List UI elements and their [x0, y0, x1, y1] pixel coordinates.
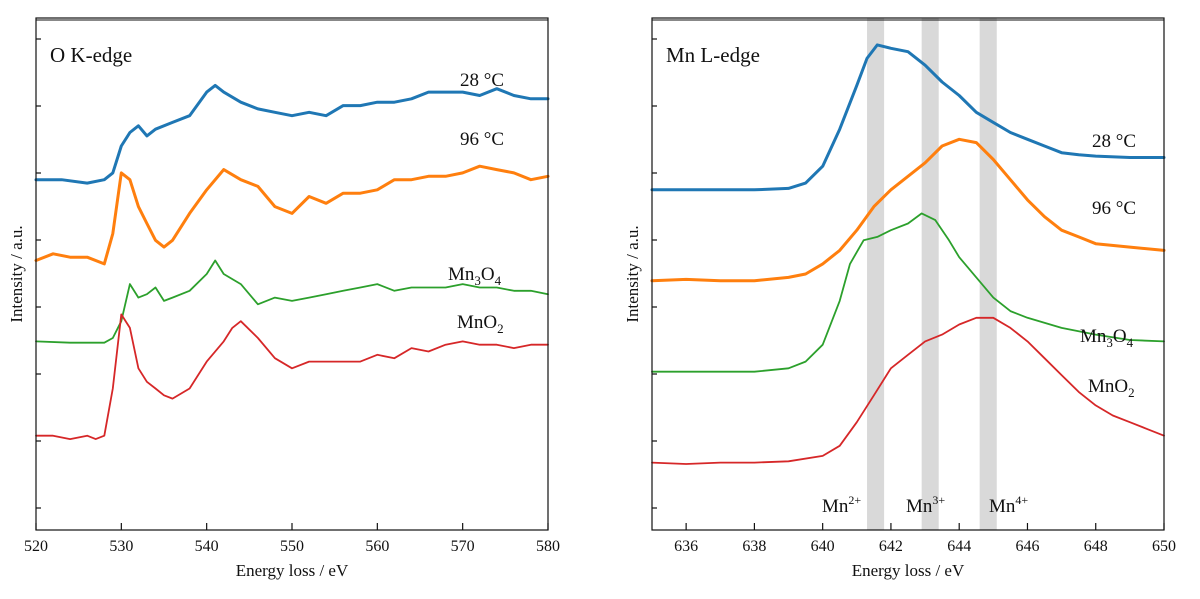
o-k-edge-series-96-c: [34, 164, 550, 266]
mn-l-edge-panel: 636 638 640 642 644 646 648 650 Mn L-edge Energ…: [623, 17, 1176, 580]
o-k-edge-lines: [34, 83, 550, 440]
mn-l-edge-x-tick-label: 648: [1084, 538, 1108, 555]
o-k-edge-x-tick-label: 580: [536, 538, 560, 555]
mn-l-edge-bands: [867, 18, 997, 530]
o-k-edge-x-tick-label: 550: [280, 538, 304, 555]
label-main: 96 °C: [1092, 198, 1136, 219]
o-k-edge-y-axis-title: Intensity / a.u.: [7, 225, 26, 322]
label-main: Mn: [1080, 326, 1107, 347]
o-k-edge-x-tick-label: 540: [195, 538, 219, 555]
o-k-edge-label-28c: 28 °C: [460, 70, 504, 91]
mn-l-edge-x-tick-label: 644: [947, 538, 971, 555]
mn-l-edge-label-96c: 96 °C: [1092, 198, 1136, 219]
o-k-edge-panel: 520 530 540 550 560 570 580 O K-edge Energy lo…: [7, 17, 560, 580]
mn-l-edge-x-tick-label: 636: [674, 538, 698, 555]
mn-l-edge-plot-frame: [651, 17, 1165, 531]
o-k-edge-x-tick-label: 570: [451, 538, 475, 555]
mn-l-edge-lines: [650, 43, 1166, 465]
mn-l-edge-x-tick-label: 650: [1152, 538, 1176, 555]
mn-l-edge-x-tick-label: 640: [811, 538, 835, 555]
band-label-main: Mn: [822, 496, 849, 517]
mn-l-edge-band-mn4: [979, 18, 997, 530]
band-label-mn3: Mn3+: [906, 493, 945, 517]
band-label-sup: 4+: [1015, 493, 1028, 507]
band-label-mn4: Mn4+: [989, 493, 1028, 517]
o-k-edge-y-ticks: [36, 38, 41, 509]
o-k-edge-x-ticks: 520 530 540 550 560 570 580: [24, 523, 560, 555]
o-k-edge-x-tick-label: 520: [24, 538, 48, 555]
mn-l-edge-x-axis-title: Energy loss / eV: [852, 561, 965, 580]
o-k-edge-x-tick-label: 560: [365, 538, 389, 555]
label-main: MnO: [457, 312, 497, 333]
mn-l-edge-series-28-c: [650, 43, 1166, 192]
mn-l-edge-series-mn3o4: [651, 212, 1165, 373]
band-label-sup: 3+: [932, 493, 945, 507]
label-tail-main: O: [1113, 326, 1127, 347]
mn-l-edge-band-mn2: [867, 18, 885, 530]
label-main: Mn: [448, 264, 475, 285]
label-tail-sub: 4: [495, 273, 502, 288]
label-tail-main: O: [481, 264, 495, 285]
mn-l-edge-label-mn3o4: Mn3O4: [1080, 326, 1134, 350]
o-k-edge-series-mn3o4: [35, 259, 549, 344]
band-label-mn2: Mn2+: [822, 493, 861, 517]
o-k-edge-x-axis-title: Energy loss / eV: [236, 561, 349, 580]
o-k-edge-series-28-c: [34, 83, 550, 185]
o-k-edge-label-96c: 96 °C: [460, 129, 504, 150]
o-k-edge-series-mno2: [35, 313, 549, 440]
o-k-edge-label-mno2: MnO2: [457, 312, 504, 336]
mn-l-edge-title: Mn L-edge: [666, 43, 760, 67]
label-sub: 3: [1106, 335, 1113, 350]
mn-l-edge-y-axis-title: Intensity / a.u.: [623, 225, 642, 322]
mn-l-edge-y-ticks: [652, 38, 657, 509]
label-main: 96 °C: [460, 129, 504, 150]
mn-l-edge-label-28c: 28 °C: [1092, 131, 1136, 152]
label-tail-sub: 4: [1127, 335, 1134, 350]
mn-l-edge-series-mno2: [651, 316, 1165, 465]
o-k-edge-x-tick-label: 530: [109, 538, 133, 555]
label-sub: 2: [1128, 385, 1135, 400]
mn-l-edge-x-ticks: 636 638 640 642 644 646 648 650: [674, 523, 1176, 555]
label-sub: 3: [474, 273, 481, 288]
mn-l-edge-series-96-c: [650, 137, 1166, 283]
mn-l-edge-label-mno2: MnO2: [1088, 376, 1135, 400]
mn-l-edge-band-mn3: [921, 18, 939, 530]
o-k-edge-label-mn3o4: Mn3O4: [448, 264, 502, 288]
band-label-main: Mn: [906, 496, 933, 517]
label-sub: 2: [497, 321, 504, 336]
label-main: MnO: [1088, 376, 1128, 397]
label-main: 28 °C: [460, 70, 504, 91]
o-k-edge-title: O K-edge: [50, 43, 132, 67]
mn-l-edge-x-tick-label: 642: [879, 538, 903, 555]
band-label-sup: 2+: [848, 493, 861, 507]
mn-l-edge-x-tick-label: 638: [742, 538, 766, 555]
mn-l-edge-x-tick-label: 646: [1015, 538, 1039, 555]
band-label-main: Mn: [989, 496, 1016, 517]
label-main: 28 °C: [1092, 131, 1136, 152]
